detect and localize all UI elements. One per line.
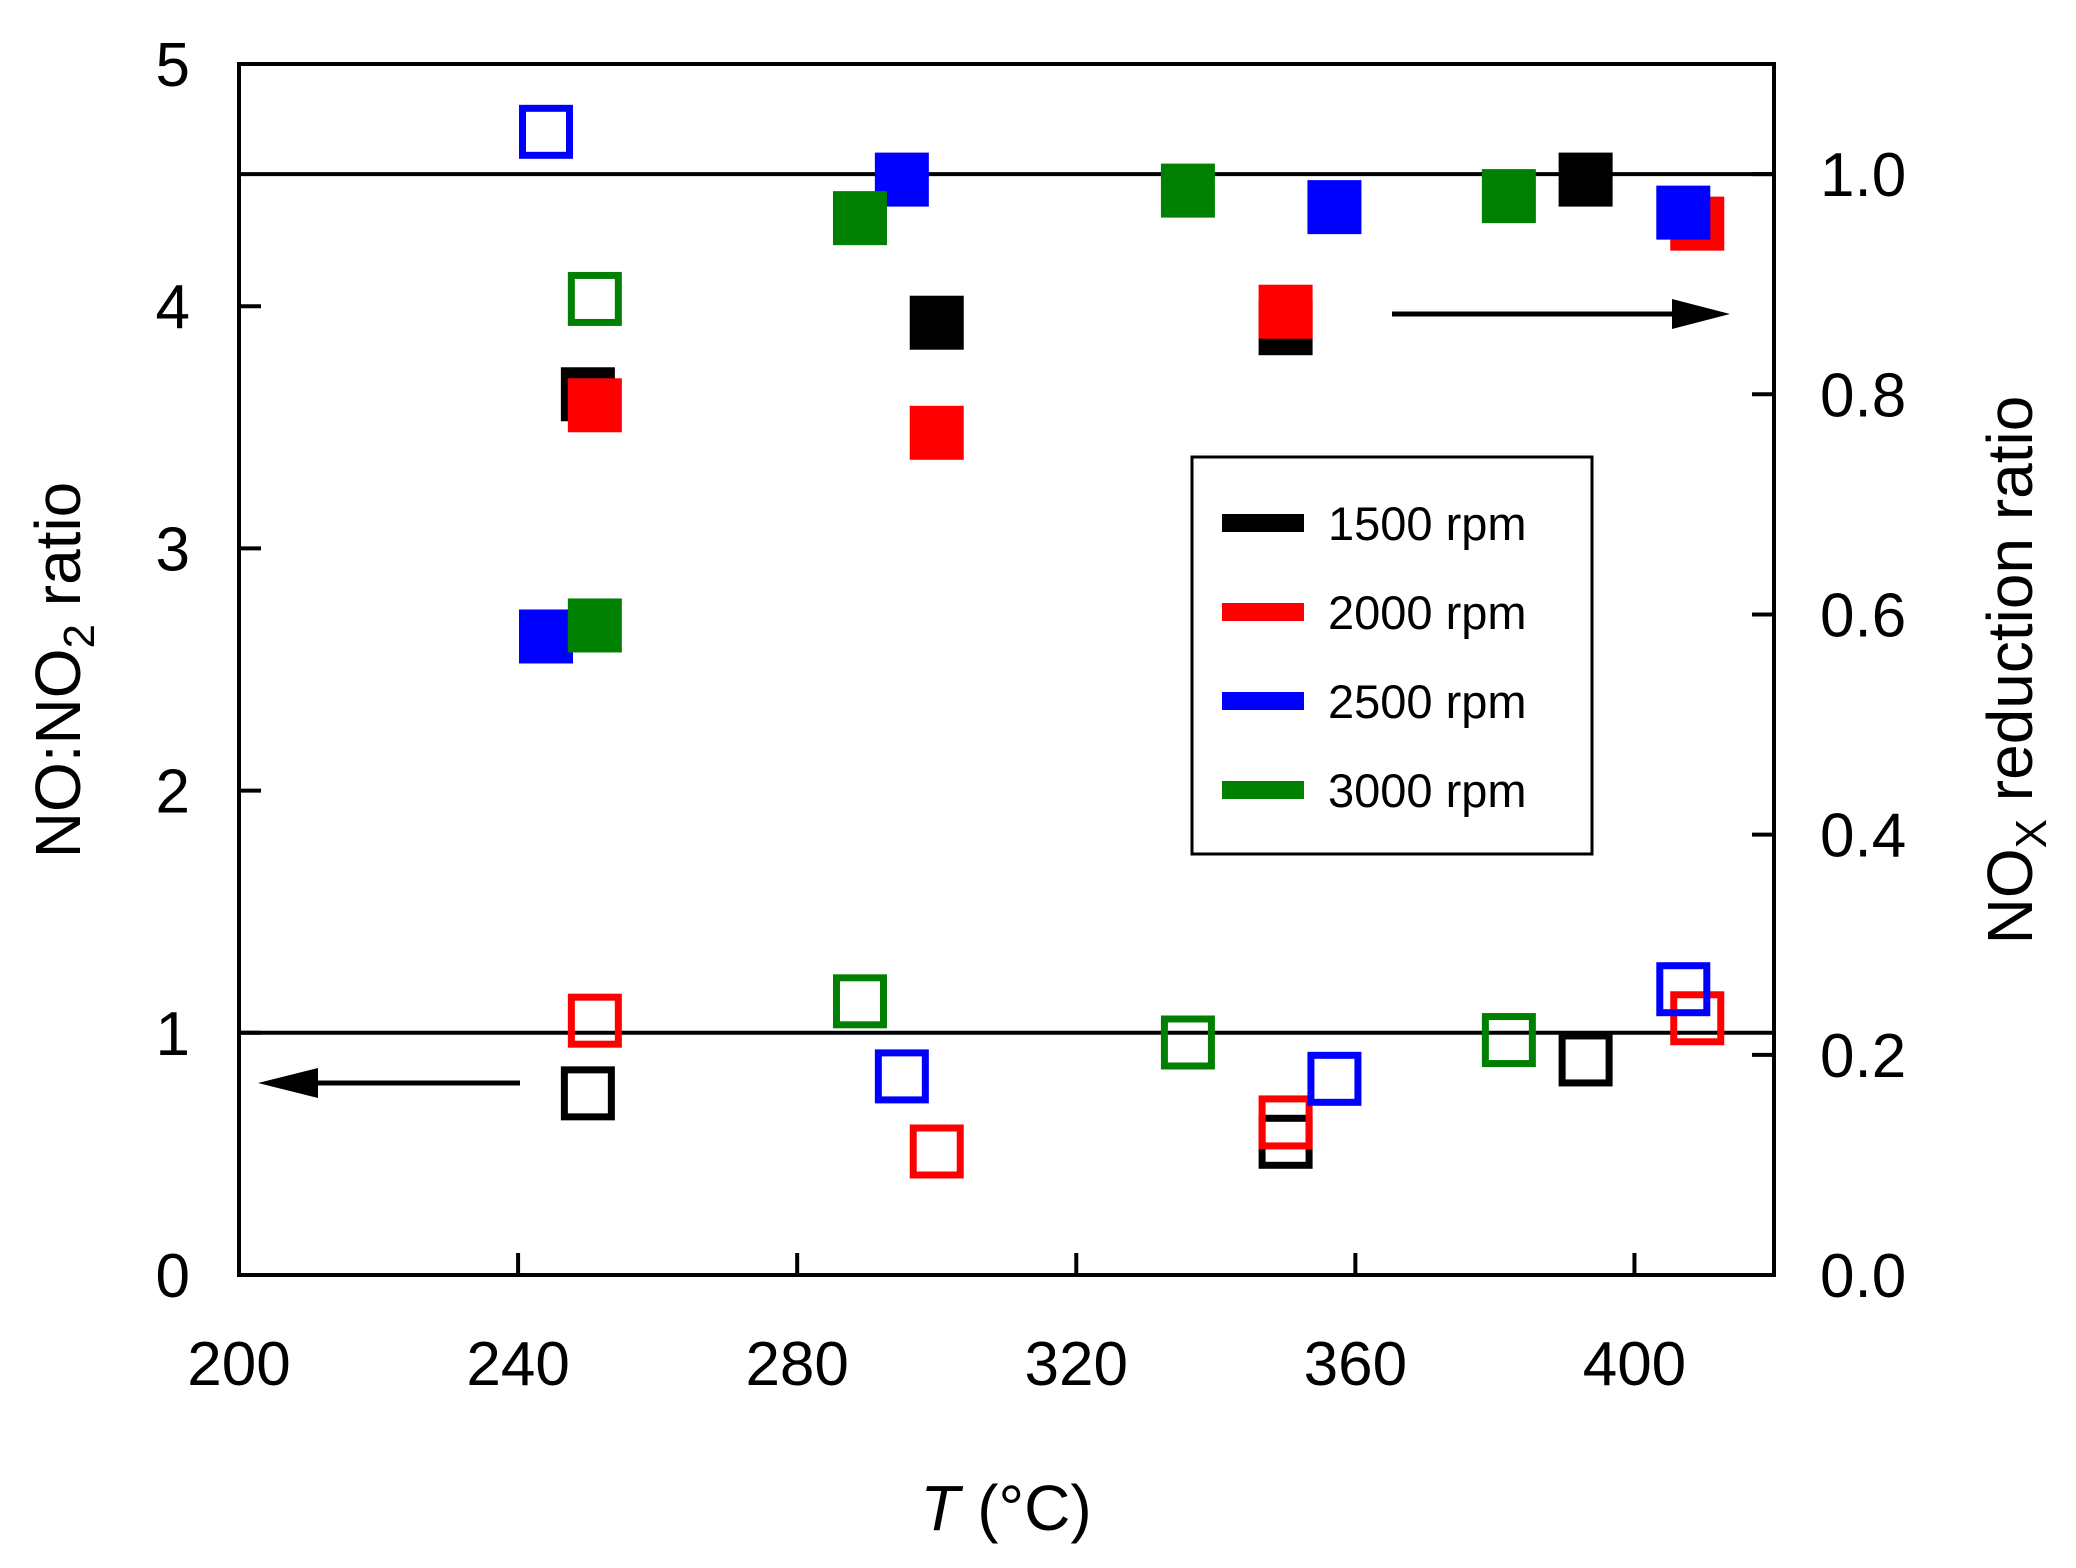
legend-swatch-2000 [1222, 603, 1304, 621]
nox-reduction-point-2500-rpm [1307, 180, 1362, 235]
legend-swatch-2500 [1222, 692, 1304, 710]
no-no2-point-3000-rpm [567, 271, 622, 326]
x-tick-label: 320 [1025, 1330, 1128, 1399]
y-axis-right-title: NOX reduction ratio [1974, 396, 2056, 945]
no-no2-point-2500-rpm [1656, 962, 1711, 1017]
legend-item-2000: 2000 rpm [1222, 586, 1527, 639]
y-right-tick-label: 0.8 [1820, 361, 1906, 430]
legend-label-1500: 1500 rpm [1328, 497, 1527, 550]
no-no2-point-2000-rpm [1258, 1095, 1313, 1150]
legend-label-2000: 2000 rpm [1328, 586, 1527, 639]
nox-reduction-point-2000-rpm [1258, 284, 1313, 339]
y-left-tick-label: 3 [156, 515, 190, 584]
y-right-tick-label: 0.2 [1820, 1022, 1906, 1091]
y-left-tick-label: 5 [156, 31, 190, 100]
nox-reduction-point-3000-rpm [567, 598, 622, 653]
no-no2-point-1500-rpm [560, 1066, 615, 1121]
y-left-tick-label: 0 [156, 1242, 190, 1311]
y-right-tick-label: 0.0 [1820, 1242, 1906, 1311]
x-axis-title: T (°C) [920, 1472, 1091, 1544]
no-no2-point-3000-rpm [1160, 1015, 1215, 1070]
y-right-tick-label: 1.0 [1820, 141, 1906, 210]
data-markers [519, 104, 1725, 1179]
right-axis-arrow-head [1672, 299, 1730, 329]
tick-labels: 200 240 280 320 360 400 0 1 2 3 4 5 0.0 0.2 0.4 0.6 0.8 1… [156, 31, 1907, 1399]
nox-reduction-point-3000-rpm [832, 191, 887, 246]
nox-reduction-point-1500-rpm [1558, 152, 1613, 207]
no-no2-point-3000-rpm [832, 974, 887, 1029]
legend-label-2500: 2500 rpm [1328, 675, 1527, 728]
axis-arrows [258, 299, 1730, 1098]
x-tick-label: 360 [1304, 1330, 1407, 1399]
no-no2-point-2000-rpm [909, 1124, 964, 1179]
nox-reduction-point-2000-rpm [909, 405, 964, 460]
x-tick-label: 240 [466, 1330, 569, 1399]
y-axis-left-title: NO:NO2 ratio [22, 482, 104, 859]
x-tick-label: 280 [745, 1330, 848, 1399]
legend-swatch-3000 [1222, 781, 1304, 799]
legend-swatch-1500 [1222, 514, 1304, 532]
y-left-tick-label: 1 [156, 1000, 190, 1069]
legend-item-3000: 3000 rpm [1222, 764, 1527, 817]
no-no2-point-1500-rpm [1558, 1032, 1613, 1087]
y-right-tick-label: 0.6 [1820, 581, 1906, 650]
x-tick-label: 400 [1583, 1330, 1686, 1399]
nox-reduction-point-3000-rpm [1481, 169, 1536, 224]
no-no2-point-2500-rpm [874, 1049, 929, 1104]
nox-reduction-point-1500-rpm [909, 295, 964, 350]
left-axis-arrow-head [258, 1068, 318, 1098]
y-left-tick-label: 2 [156, 758, 190, 827]
nox-reduction-point-2000-rpm [567, 378, 622, 433]
no-no2-point-2500-rpm [519, 104, 573, 159]
x-tick-label: 200 [187, 1330, 290, 1399]
legend: 1500 rpm 2000 rpm 2500 rpm 3000 rpm [1190, 455, 1594, 856]
nox-reduction-point-2500-rpm [1656, 185, 1711, 240]
legend-item-1500: 1500 rpm [1222, 497, 1527, 550]
no-no2-point-2500-rpm [1307, 1051, 1362, 1106]
nox-reduction-point-3000-rpm [1160, 163, 1215, 218]
no-no2-point-2000-rpm [567, 993, 622, 1048]
no-no2-point-3000-rpm [1481, 1013, 1536, 1068]
y-right-tick-label: 0.4 [1820, 802, 1906, 871]
plot-frame [237, 62, 1776, 1277]
no-no2-point-1500-rpm [1258, 1114, 1313, 1169]
legend-item-2500: 2500 rpm [1222, 675, 1527, 728]
y-left-tick-label: 4 [156, 273, 190, 342]
nox-reduction-point-2500-rpm [519, 609, 573, 664]
legend-label-3000: 3000 rpm [1328, 764, 1527, 817]
no-no2-point-2000-rpm [1670, 991, 1725, 1046]
